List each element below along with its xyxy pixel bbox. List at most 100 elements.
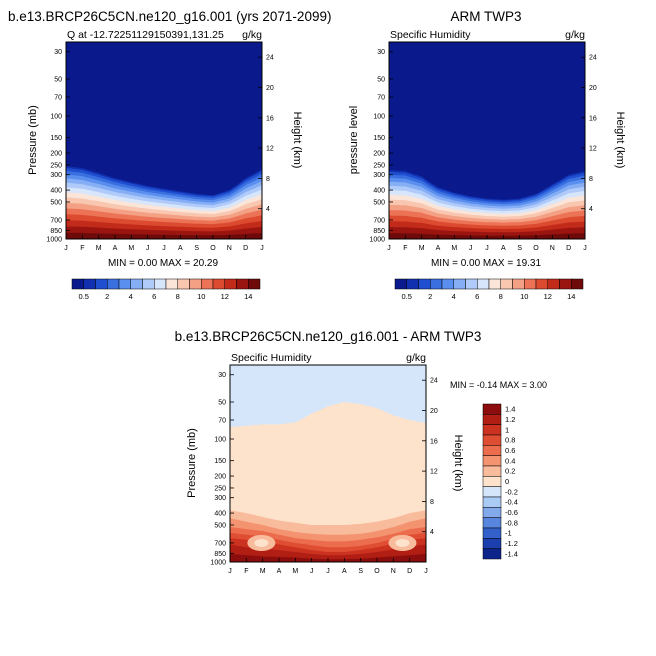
y-tick-label: 500	[50, 199, 62, 206]
y-tick-label: 30	[54, 49, 62, 56]
panel3-y-axis-label: Pressure (mb)	[186, 428, 198, 498]
panel1-left-label: Q at -12.72251129150391,131.25	[67, 29, 224, 41]
y-tick-label: 1000	[369, 237, 385, 244]
y-tick-label: 1000	[46, 237, 62, 244]
colorbar-label: 0.5	[79, 292, 89, 301]
colorbar-box	[482, 414, 502, 425]
panel2-min-max: MIN = 0.00 MAX = 19.31	[431, 258, 541, 269]
right-tick-label: 20	[430, 408, 438, 415]
x-tick-label: J	[424, 568, 428, 575]
colorbar-box	[83, 278, 96, 290]
panel2-colorbar: 0.5 2 4 6 8 10 12 14	[394, 278, 584, 301]
colorbar-label: 6	[475, 292, 479, 301]
y-tick-label: 300	[373, 172, 385, 179]
right-tick-label: 12	[266, 146, 274, 153]
y-tick-label: 1000	[210, 560, 226, 567]
x-tick-label: M	[128, 245, 134, 252]
x-tick-label: N	[227, 245, 232, 252]
y-tick-label: 150	[50, 135, 62, 142]
x-tick-label: A	[113, 245, 118, 252]
y-tick-label: 70	[54, 94, 62, 101]
right-tick-label: 8	[589, 176, 593, 183]
y-tick-label: 50	[377, 77, 385, 84]
panel-observed-humidity: ARM TWP3 Specific Humidity g/kg 30 50 70 10…	[348, 9, 626, 301]
panel1-title: b.e13.BRCP26C5CN.ne120_g16.001 (yrs 2071…	[8, 9, 331, 24]
right-tick-label: 16	[430, 438, 438, 445]
panel2-y-axis-label: pressure level	[348, 106, 360, 174]
colorbar-box	[236, 278, 249, 290]
colorbar-label: 0.6	[505, 446, 515, 455]
colorbar-box	[559, 278, 572, 290]
x-tick-label: F	[244, 568, 248, 575]
y-tick-label: 50	[218, 400, 226, 407]
colorbar-label: 1.4	[505, 405, 515, 414]
x-tick-label: J	[485, 245, 489, 252]
x-tick-label: S	[358, 568, 363, 575]
x-tick-label: M	[292, 568, 298, 575]
colorbar-box	[482, 455, 502, 467]
right-tick-label: 12	[430, 469, 438, 476]
y-tick-label: 400	[373, 188, 385, 195]
right-tick-label: 20	[266, 85, 274, 92]
panel2-title: ARM TWP3	[450, 9, 521, 24]
right-tick-label: 16	[589, 115, 597, 122]
colorbar-box	[130, 278, 143, 290]
right-tick-label: 24	[430, 378, 438, 385]
colorbar-box	[453, 278, 466, 290]
y-tick-label: 700	[214, 540, 226, 547]
x-tick-label: M	[451, 245, 457, 252]
y-tick-label: 70	[377, 94, 385, 101]
colorbar-label: -0.8	[505, 518, 518, 527]
x-tick-label: A	[178, 245, 183, 252]
colorbar-label: -1	[505, 529, 512, 538]
y-tick-label: 850	[214, 551, 226, 558]
colorbar-box	[224, 278, 237, 290]
colorbar-box	[482, 424, 502, 436]
panel3-min-max: MIN = -0.14 MAX = 3.00	[450, 380, 547, 390]
panel1-units: g/kg	[242, 29, 262, 41]
colorbar-box	[212, 278, 225, 290]
colorbar-label: 4	[452, 292, 456, 301]
panel2-units: g/kg	[565, 29, 585, 41]
colorbar-box	[165, 278, 178, 290]
colorbar-box	[418, 278, 431, 290]
colorbar-box	[430, 278, 443, 290]
panel1-y-axis-label: Pressure (mb)	[27, 105, 39, 175]
right-tick-label: 24	[589, 55, 597, 62]
colorbar-box	[500, 278, 513, 290]
colorbar-box	[441, 278, 454, 290]
right-tick-label: 8	[430, 499, 434, 506]
colorbar-label: -0.2	[505, 487, 518, 496]
colorbar-box	[95, 278, 108, 290]
y-tick-label: 30	[218, 372, 226, 379]
right-tick-label: 16	[266, 115, 274, 122]
colorbar-box	[482, 517, 502, 529]
panel1-colorbar: 0.5 2 4 6 8 10 12 14	[71, 278, 261, 301]
colorbar-box	[488, 278, 501, 290]
y-tick-label: 200	[50, 151, 62, 158]
x-tick-label: J	[326, 568, 330, 575]
colorbar-box	[482, 507, 502, 518]
x-tick-label: M	[419, 245, 425, 252]
colorbar-box	[482, 465, 502, 477]
colorbar-label: 2	[428, 292, 432, 301]
x-tick-label: F	[403, 245, 407, 252]
x-tick-label: J	[387, 245, 391, 252]
y-tick-label: 500	[214, 522, 226, 529]
panel3-units: g/kg	[406, 352, 426, 364]
y-tick-label: 700	[50, 217, 62, 224]
colorbar-label: 14	[567, 292, 575, 301]
x-tick-label: A	[277, 568, 282, 575]
panel3-left-label: Specific Humidity	[231, 352, 312, 364]
right-tick-label: 20	[589, 85, 597, 92]
x-tick-label: J	[64, 245, 68, 252]
colorbar-box	[107, 278, 120, 290]
colorbar-box	[248, 278, 261, 290]
y-tick-label: 850	[373, 228, 385, 235]
difference-pocket	[254, 538, 269, 547]
x-tick-label: O	[374, 568, 380, 575]
y-tick-label: 250	[373, 162, 385, 169]
right-tick-label: 12	[589, 146, 597, 153]
colorbar-box	[465, 278, 478, 290]
y-tick-label: 200	[214, 474, 226, 481]
